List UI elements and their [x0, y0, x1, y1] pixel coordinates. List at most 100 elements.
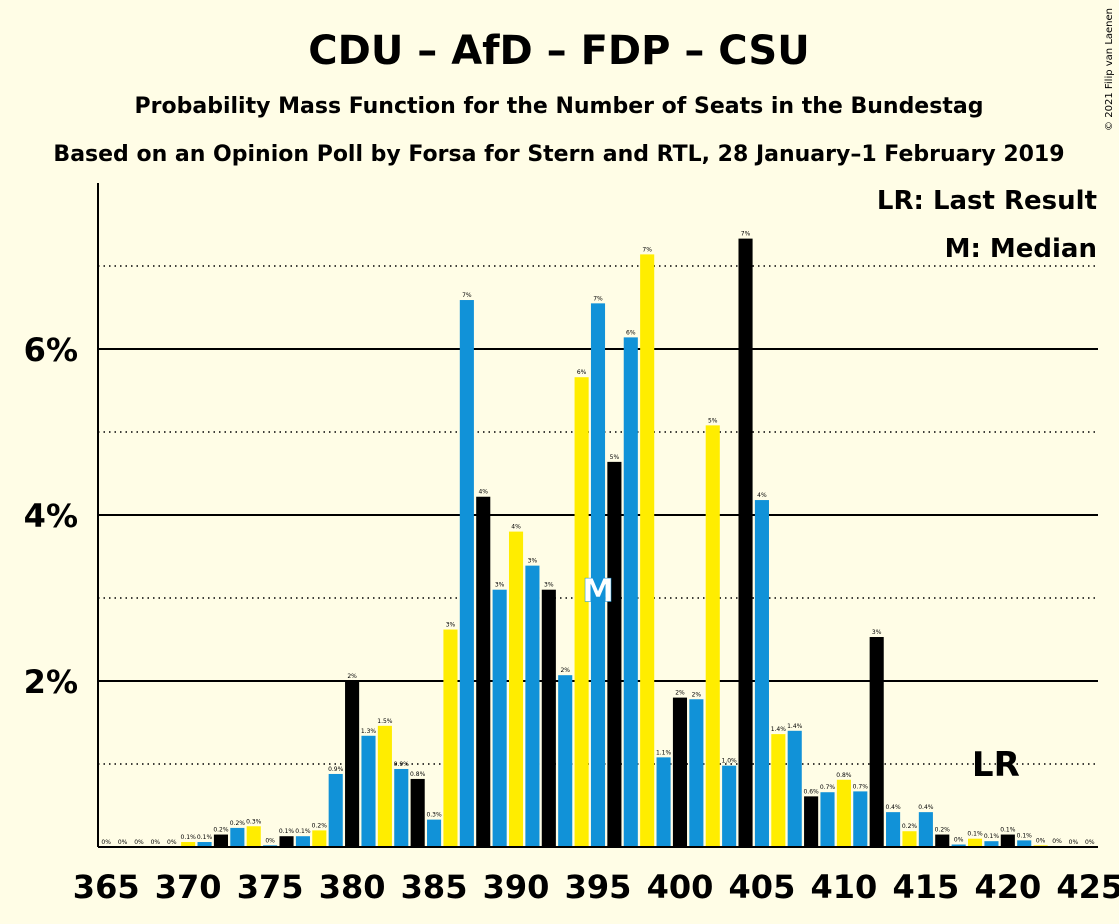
- value-label: 0.1%: [967, 831, 983, 838]
- value-label: 7%: [462, 292, 472, 299]
- bar: [443, 629, 458, 847]
- value-label: 0.2%: [935, 827, 951, 834]
- value-label: 0%: [1069, 839, 1079, 846]
- chart-subtitle-2: Based on an Opinion Poll by Forsa for St…: [53, 142, 1064, 167]
- bar: [754, 500, 769, 847]
- x-tick-label: 400: [647, 868, 714, 906]
- bar: [984, 841, 999, 847]
- value-label: 0%: [265, 837, 275, 844]
- bar: [574, 377, 589, 847]
- value-label: 0.9%: [394, 761, 410, 768]
- bar: [181, 842, 196, 847]
- copyright: © 2021 Filip van Laenen: [1104, 8, 1115, 131]
- bar: [312, 830, 327, 847]
- value-label: 5%: [708, 417, 718, 424]
- bar: [590, 303, 606, 848]
- value-label: 0%: [101, 839, 111, 846]
- value-label: 3%: [446, 622, 456, 629]
- bar: [377, 725, 392, 847]
- value-label: 0.1%: [295, 828, 311, 835]
- bar: [886, 812, 901, 847]
- value-label: 0.9%: [328, 766, 344, 773]
- value-label: 0.1%: [279, 828, 295, 835]
- value-label: 4%: [478, 489, 488, 496]
- legend-last-result: LR: Last Result: [877, 186, 1097, 216]
- bar: [394, 768, 409, 847]
- value-label: 3%: [544, 582, 554, 589]
- bar: [853, 791, 868, 847]
- value-label: 0%: [1085, 839, 1095, 846]
- value-label: 0.8%: [836, 772, 852, 779]
- bar: [427, 819, 442, 847]
- chart-subtitle: Probability Mass Function for the Number…: [135, 94, 984, 119]
- value-label: 3%: [528, 558, 538, 565]
- bar: [902, 831, 917, 847]
- value-label: 0%: [1036, 837, 1046, 844]
- value-label: 0.1%: [197, 834, 213, 841]
- value-label: 0.4%: [918, 804, 934, 811]
- bar: [623, 337, 638, 847]
- legend-median: M: Median: [945, 234, 1097, 264]
- bar: [738, 238, 753, 848]
- bar: [935, 834, 950, 847]
- value-label: 4%: [757, 492, 767, 499]
- bar: [804, 796, 819, 847]
- value-label: 0%: [954, 837, 964, 844]
- x-tick-label: 420: [974, 868, 1041, 906]
- bar: [508, 531, 524, 847]
- value-label: 6%: [577, 369, 587, 376]
- bar: [689, 699, 704, 847]
- bar: [213, 834, 228, 847]
- bar: [279, 836, 294, 847]
- y-tick-label: 4%: [24, 497, 78, 535]
- x-tick-label: 385: [401, 868, 468, 906]
- value-label: 0.1%: [181, 834, 197, 841]
- bar: [361, 735, 376, 847]
- value-label: 0.2%: [902, 823, 918, 830]
- value-label: 3%: [872, 629, 882, 636]
- bar: [869, 637, 884, 847]
- value-label: 0.1%: [1000, 827, 1016, 834]
- x-tick-label: 395: [565, 868, 632, 906]
- value-label: 1.0%: [722, 758, 738, 765]
- value-label: 0.3%: [426, 812, 442, 819]
- bar: [672, 697, 688, 847]
- bar: [295, 836, 310, 847]
- value-label: 1.5%: [377, 718, 393, 725]
- value-label: 3%: [495, 582, 505, 589]
- x-tick-label: 380: [319, 868, 386, 906]
- bar: [197, 842, 212, 847]
- bar: [968, 838, 983, 847]
- value-label: 0%: [167, 839, 177, 846]
- value-label: 2%: [692, 691, 702, 698]
- bar: [951, 844, 966, 847]
- bar: [656, 757, 671, 847]
- value-label: 0.6%: [803, 788, 819, 795]
- value-label: 2%: [675, 690, 685, 697]
- value-label: 0%: [151, 839, 161, 846]
- x-tick-label: 410: [811, 868, 878, 906]
- bar: [459, 300, 474, 847]
- bar: [640, 254, 655, 847]
- value-label: 2%: [560, 667, 570, 674]
- median-marker: M: [582, 572, 614, 610]
- value-label: 0.7%: [853, 783, 869, 790]
- bar: [820, 792, 835, 847]
- value-label: 0.7%: [820, 784, 836, 791]
- value-label: 0%: [1052, 838, 1062, 845]
- value-label: 6%: [626, 329, 636, 336]
- bars: 0% 0% 0% 0% 0%0.1% 0.1%0.2%0.2% 0.3%0%0.1% 0.1%…: [101, 231, 1095, 848]
- value-label: 0.1%: [984, 833, 1000, 840]
- value-label: 1.1%: [656, 749, 672, 756]
- value-label: 4%: [511, 524, 521, 531]
- bar: [1017, 840, 1032, 847]
- value-label: 0.2%: [230, 820, 246, 827]
- value-label: 0%: [118, 839, 128, 846]
- x-tick-label: 405: [729, 868, 796, 906]
- bar: [345, 681, 360, 847]
- bar: [918, 812, 933, 847]
- value-label: 0.4%: [885, 804, 901, 811]
- bar: [722, 765, 737, 847]
- bar: [492, 589, 507, 847]
